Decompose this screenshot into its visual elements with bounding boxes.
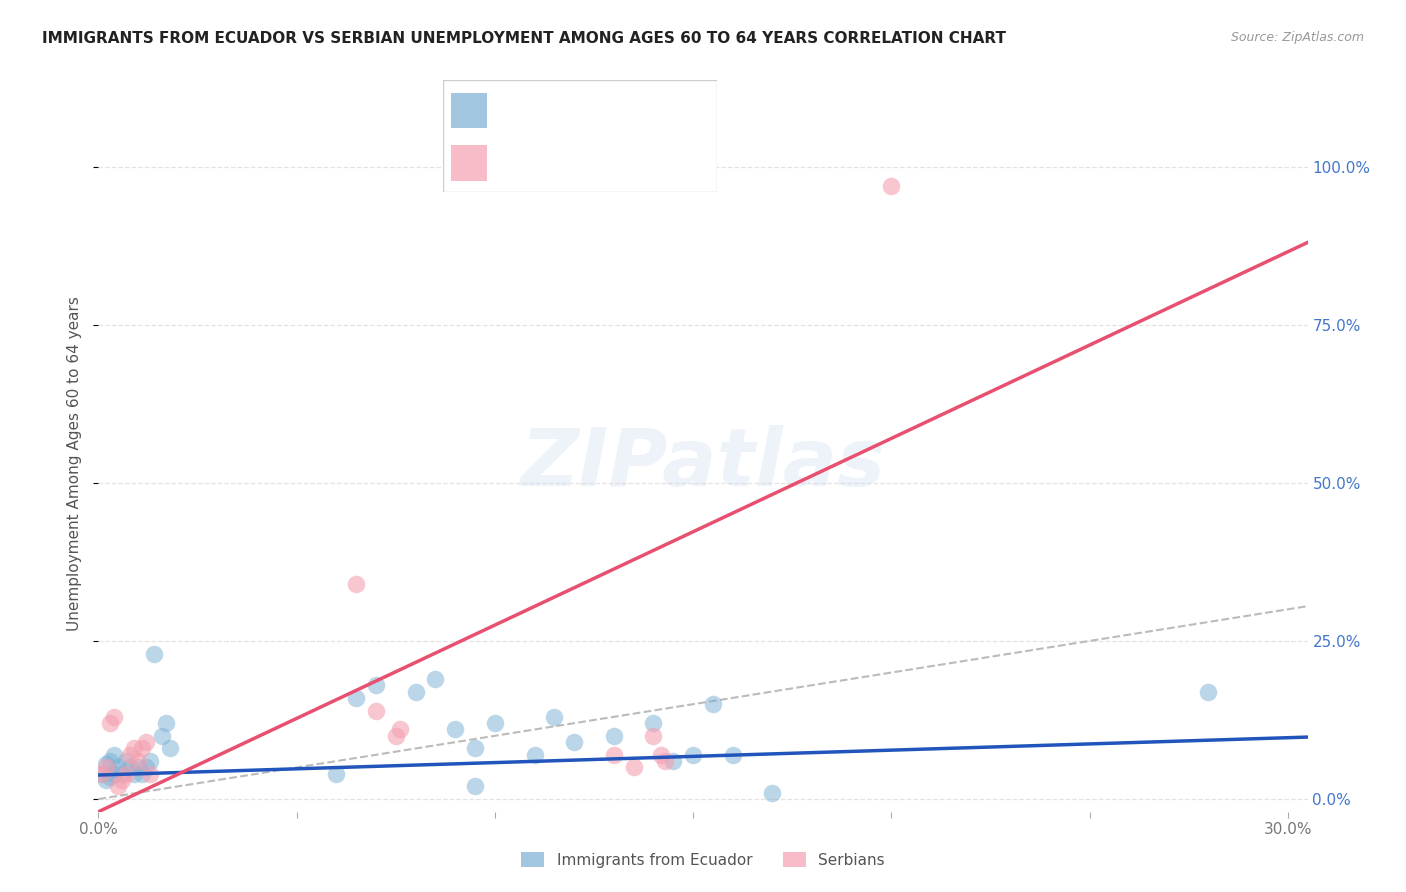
Y-axis label: Unemployment Among Ages 60 to 64 years: Unemployment Among Ages 60 to 64 years [67,296,83,632]
Point [344,577,367,591]
Point [654,754,676,768]
Point [464,780,486,794]
Point [623,760,645,774]
Point [761,786,783,800]
Legend: Immigrants from Ecuador, Serbians: Immigrants from Ecuador, Serbians [516,846,890,873]
Text: R =: R = [495,153,531,172]
Point [135,735,157,749]
Point [96,773,118,788]
Bar [451,145,486,180]
Point [880,178,903,193]
Text: IMMIGRANTS FROM ECUADOR VS SERBIAN UNEMPLOYMENT AMONG AGES 60 TO 64 YEARS CORREL: IMMIGRANTS FROM ECUADOR VS SERBIAN UNEMP… [42,31,1007,46]
Point [122,741,145,756]
Point [120,760,142,774]
Point [91,766,114,780]
Text: 23: 23 [637,153,661,172]
Point [562,735,585,749]
Text: Source: ZipAtlas.com: Source: ZipAtlas.com [1230,31,1364,45]
Point [650,747,672,762]
Point [388,723,411,737]
Point [98,716,121,731]
Point [1198,684,1220,698]
Text: N =: N = [602,102,638,120]
Text: ZIPatlas: ZIPatlas [520,425,886,503]
Point [384,729,406,743]
Text: 40: 40 [637,102,661,120]
Point [98,770,121,784]
Point [523,747,546,762]
Point [155,716,177,731]
Point [682,747,704,762]
Point [127,760,149,774]
Point [111,773,134,788]
Point [643,729,665,743]
Point [98,754,121,768]
Point [96,757,118,772]
Point [702,697,724,711]
Point [444,723,467,737]
Point [464,741,486,756]
Point [103,710,125,724]
Point [107,760,129,774]
Text: N =: N = [602,153,638,172]
Point [344,690,367,705]
Point [120,747,142,762]
Point [159,741,181,756]
Point [150,729,173,743]
Point [662,754,685,768]
Point [364,704,387,718]
Point [364,678,387,692]
Point [103,747,125,762]
Point [543,710,565,724]
Point [325,766,347,780]
Point [405,684,427,698]
Point [103,766,125,780]
Point [603,747,626,762]
Point [139,766,162,780]
Point [131,741,153,756]
Point [484,716,506,731]
Point [131,766,153,780]
Point [96,760,118,774]
Point [91,766,114,780]
Text: R =: R = [495,102,531,120]
Bar [451,93,486,128]
Point [721,747,744,762]
Point [139,754,162,768]
Point [115,754,138,768]
Point [135,760,157,774]
Point [107,780,129,794]
Point [115,766,138,780]
Point [127,754,149,768]
Point [122,766,145,780]
Text: 0.762: 0.762 [530,153,583,172]
Point [643,716,665,731]
Point [142,647,165,661]
Point [425,672,447,686]
Point [603,729,626,743]
Point [111,766,134,780]
Text: 0.251: 0.251 [530,102,583,120]
